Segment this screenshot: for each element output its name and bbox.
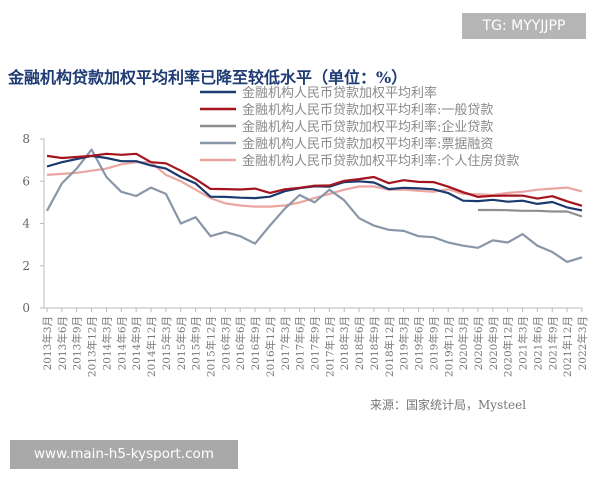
x-tick-label: 2013年6月 [56,316,69,370]
legend-label-1: 金融机构人民币贷款加权平均利率:一般贷款 [242,102,493,118]
legend-label-2: 金融机构人民币贷款加权平均利率:企业贷款 [242,119,493,135]
x-tick-label: 2015年3月 [160,316,173,370]
x-tick-label: 2016年12月 [264,316,277,377]
x-tick-label: 2016年6月 [234,316,247,370]
x-tick-label: 2016年3月 [219,316,232,370]
x-tick-label: 2020年3月 [457,316,470,370]
chart-source: 来源：国家统计局，Mysteel [370,398,527,412]
legend-label-4: 金融机构人民币贷款加权平均利率:个人住房贷款 [242,153,519,169]
x-tick-label: 2013年12月 [86,316,99,377]
x-tick-label: 2020年12月 [502,316,515,377]
x-tick-label: 2013年3月 [41,316,54,370]
x-tick-label: 2015年6月 [175,316,188,370]
watermark-url: www.main-h5-kysport.com [10,440,238,469]
y-tick-label: 6 [22,174,30,188]
x-tick-label: 2019年9月 [427,316,440,370]
x-tick-label: 2019年12月 [442,316,455,377]
x-tick-label: 2020年6月 [472,316,485,370]
x-tick-label: 2021年9月 [546,316,559,370]
series-line-2 [478,208,583,218]
x-tick-label: 2014年9月 [130,316,143,370]
legend-label-0: 金融机构人民币贷款加权平均利率 [242,85,437,101]
x-tick-label: 2017年12月 [323,316,336,377]
y-tick-label: 0 [22,301,30,315]
x-tick-label: 2017年3月 [279,316,292,370]
x-tick-label: 2021年3月 [517,316,530,370]
legend-label-3: 金融机构人民币贷款加权平均利率:票据融资 [242,136,493,152]
y-tick-label: 8 [22,132,30,146]
series-line-3 [46,148,583,263]
series-line-1 [46,152,583,207]
x-tick-label: 2019年3月 [398,316,411,370]
tg-badge: TG: MYYJJPP [462,13,586,39]
x-tick-label: 2021年12月 [561,316,574,377]
x-tick-label: 2020年9月 [487,316,500,370]
x-tick-label: 2015年12月 [204,316,217,377]
x-tick-label: 2014年3月 [100,316,113,370]
x-tick-label: 2018年3月 [338,316,351,370]
x-tick-label: 2017年9月 [309,316,322,370]
y-tick-label: 2 [22,259,30,273]
x-tick-label: 2018年6月 [353,316,366,370]
x-tick-label: 2021年6月 [531,316,544,370]
x-tick-label: 2018年9月 [368,316,381,370]
x-tick-label: 2017年6月 [294,316,307,370]
x-tick-label: 2019年6月 [413,316,426,370]
x-tick-label: 2014年12月 [145,316,158,377]
x-tick-label: 2013年9月 [71,316,84,370]
x-tick-label: 2015年9月 [190,316,203,370]
y-tick-label: 4 [22,217,30,231]
x-tick-label: 2018年12月 [383,316,396,377]
chart-title: 金融机构贷款加权平均利率已降至较低水平（单位：%） [8,68,408,87]
x-tick-label: 2014年6月 [115,316,128,370]
x-tick-label: 2022年3月 [576,316,589,370]
x-tick-label: 2016年9月 [249,316,262,370]
